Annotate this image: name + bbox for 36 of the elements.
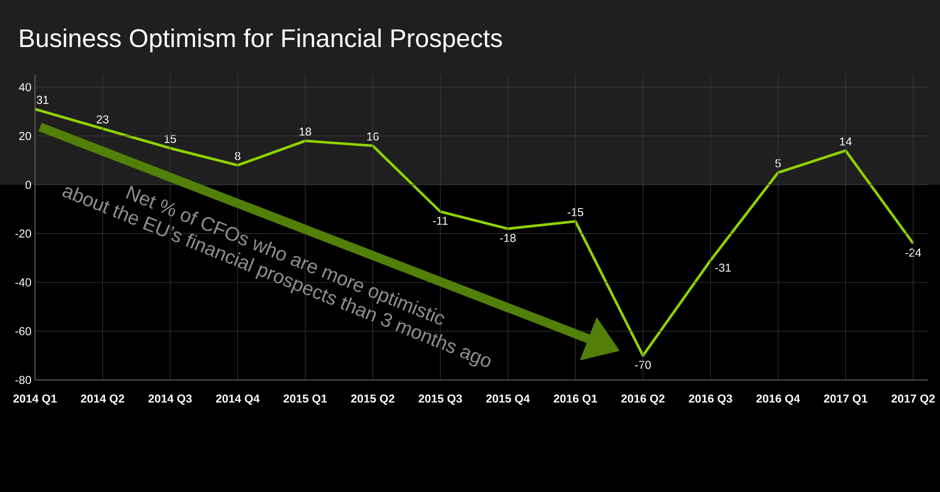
x-tick-label: 2014 Q1 bbox=[13, 394, 57, 405]
y-tick-label: -80 bbox=[15, 376, 32, 384]
x-tick-label: 2017 Q1 bbox=[824, 394, 868, 405]
x-tick-label: 2015 Q2 bbox=[351, 394, 394, 405]
y-tick-label: -20 bbox=[15, 230, 32, 238]
x-tick-label: 2015 Q4 bbox=[486, 394, 530, 405]
data-label: -11 bbox=[432, 216, 448, 225]
data-label: 8 bbox=[234, 152, 240, 160]
data-label: 31 bbox=[36, 96, 48, 104]
data-label: -31 bbox=[715, 264, 731, 272]
y-tick-label: -40 bbox=[15, 278, 32, 286]
data-label: 14 bbox=[840, 138, 852, 146]
data-label: -15 bbox=[568, 208, 584, 216]
x-tick-label: 2015 Q3 bbox=[418, 394, 462, 405]
data-label: 15 bbox=[164, 134, 176, 143]
data-label: 23 bbox=[96, 115, 108, 124]
x-tick-label: 2014 Q2 bbox=[80, 394, 124, 405]
y-tick-label: 20 bbox=[19, 132, 32, 140]
data-label: -18 bbox=[500, 234, 516, 242]
x-tick-label: 2014 Q3 bbox=[148, 394, 192, 405]
x-tick-label: 2016 Q3 bbox=[688, 394, 732, 405]
x-tick-label: 2016 Q4 bbox=[756, 394, 800, 405]
data-label: 5 bbox=[775, 159, 781, 168]
chart-title: Business Optimism for Financial Prospects bbox=[20, 28, 502, 52]
x-tick-label: 2016 Q1 bbox=[554, 394, 598, 405]
y-tick-label: -60 bbox=[15, 327, 32, 336]
data-label: 18 bbox=[300, 128, 312, 136]
x-tick-label: 2014 Q4 bbox=[216, 394, 260, 405]
data-label: 16 bbox=[367, 132, 379, 141]
x-tick-label: 2017 Q2 bbox=[891, 394, 935, 405]
data-label: -24 bbox=[905, 248, 922, 257]
y-tick-label: 0 bbox=[26, 180, 32, 189]
x-tick-label: 2016 Q2 bbox=[621, 394, 665, 405]
x-tick-label: 2015 Q1 bbox=[284, 394, 327, 405]
y-tick-label: 40 bbox=[18, 83, 32, 92]
data-label: -70 bbox=[635, 360, 651, 369]
